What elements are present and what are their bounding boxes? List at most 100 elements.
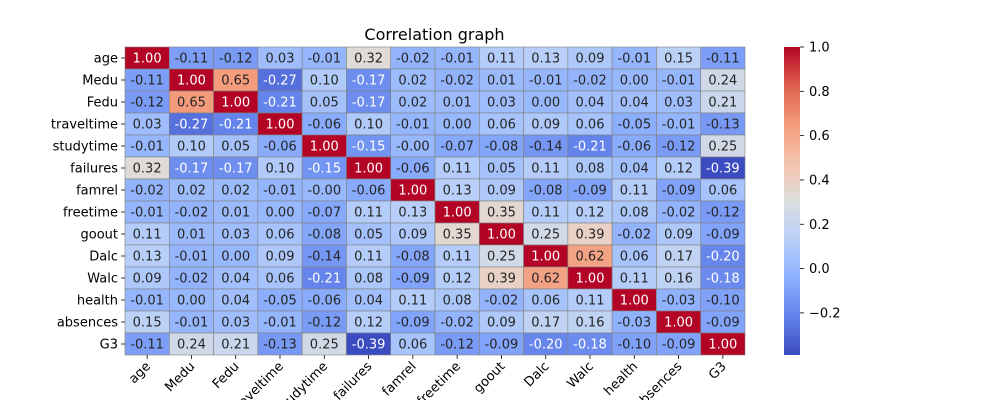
cell-value-label: -0.02	[662, 206, 696, 221]
x-tick-label: absences	[632, 359, 686, 400]
cell-value-label: -0.06	[396, 162, 430, 177]
cell-value-label: -0.21	[219, 118, 253, 133]
cell-value-label: 0.11	[576, 294, 605, 309]
cell-value-label: 0.12	[443, 272, 472, 287]
cell-value-label: 0.09	[576, 52, 605, 67]
cell-value-label: -0.39	[706, 162, 740, 177]
cell-value-label: -0.00	[396, 140, 430, 155]
cell-value-label: -0.01	[440, 52, 474, 67]
cell-value-label: 1.00	[487, 228, 516, 243]
cell-value-label: 0.62	[576, 250, 605, 265]
cell-value-label: -0.12	[706, 206, 740, 221]
cell-value-label: -0.08	[396, 250, 430, 265]
x-tick-label: health	[601, 359, 641, 399]
cell-value-label: 0.11	[443, 250, 472, 265]
y-tick-label: goout	[81, 228, 119, 243]
cell-value-label: -0.12	[130, 96, 164, 111]
colorbar-tick-label: 0.8	[809, 85, 830, 100]
cell-value-label: 0.02	[221, 184, 250, 199]
x-tick-label: Walc	[564, 359, 596, 391]
cell-value-label: 0.04	[354, 294, 383, 309]
cell-value-label: 0.06	[708, 184, 737, 199]
cell-value-label: 0.13	[133, 250, 162, 265]
cell-value-label: 1.00	[177, 74, 206, 89]
cell-value-label: -0.01	[175, 250, 209, 265]
cell-value-label: -0.27	[263, 74, 297, 89]
cell-value-label: 0.03	[487, 96, 516, 111]
cell-value-label: -0.10	[706, 294, 740, 309]
cell-value-label: 0.11	[620, 184, 649, 199]
x-tick-label: Medu	[162, 359, 198, 395]
cell-value-label: 0.01	[177, 228, 206, 243]
cell-value-label: -0.09	[706, 316, 740, 331]
cell-value-label: 0.00	[221, 250, 250, 265]
cell-value-label: 0.06	[531, 294, 560, 309]
cell-value-label: 0.62	[531, 272, 560, 287]
cell-value-label: 0.01	[221, 206, 250, 221]
cell-value-label: -0.08	[529, 184, 563, 199]
cell-value-label: -0.13	[706, 118, 740, 133]
cell-value-label: 0.13	[398, 206, 427, 221]
cell-value-label: 0.09	[398, 228, 427, 243]
cell-value-label: -0.05	[617, 118, 651, 133]
x-tick-label: famrel	[379, 359, 419, 399]
cell-value-label: 0.04	[221, 294, 250, 309]
cell-value-label: -0.09	[662, 338, 696, 353]
cell-value-label: 1.00	[708, 338, 737, 353]
cell-value-label: 0.15	[133, 316, 162, 331]
cell-value-label: 0.24	[708, 74, 737, 89]
cell-value-label: 0.12	[354, 316, 383, 331]
cell-value-label: 0.08	[576, 162, 605, 177]
cell-value-label: -0.02	[617, 228, 651, 243]
cell-value-label: -0.11	[130, 338, 164, 353]
cell-value-label: -0.20	[529, 338, 563, 353]
cell-value-label: 0.00	[620, 74, 649, 89]
cell-value-label: -0.09	[396, 272, 430, 287]
cell-value-label: -0.02	[573, 74, 607, 89]
cell-value-label: -0.08	[307, 228, 341, 243]
cell-value-label: 0.11	[133, 228, 162, 243]
cell-value-label: 0.32	[133, 162, 162, 177]
cell-value-label: -0.17	[219, 162, 253, 177]
cell-value-label: -0.01	[130, 206, 164, 221]
colorbar-tick-label: −0.2	[809, 306, 841, 321]
colorbar-gradient	[784, 47, 800, 355]
cell-value-label: 0.25	[487, 250, 516, 265]
cell-value-label: 0.05	[310, 96, 339, 111]
cell-value-label: -0.03	[662, 294, 696, 309]
cell-value-label: -0.03	[617, 316, 651, 331]
cell-value-label: -0.01	[617, 52, 651, 67]
cell-value-label: -0.11	[175, 52, 209, 67]
cell-value-label: 1.00	[221, 96, 250, 111]
cell-value-label: -0.02	[175, 272, 209, 287]
cell-value-label: 0.02	[398, 96, 427, 111]
y-tick-label: G3	[100, 338, 118, 353]
cell-value-label: 0.35	[443, 228, 472, 243]
cell-value-label: 1.00	[531, 250, 560, 265]
cell-value-label: -0.05	[263, 294, 297, 309]
cell-value-label: 0.11	[487, 52, 516, 67]
y-tick-label: freetime	[63, 206, 118, 221]
cell-value-label: -0.21	[573, 140, 607, 155]
cell-value-label: 0.25	[531, 228, 560, 243]
cell-value-label: -0.07	[307, 206, 341, 221]
cell-value-label: 0.25	[310, 338, 339, 353]
cell-value-label: -0.09	[706, 228, 740, 243]
cell-value-label: 0.08	[354, 272, 383, 287]
cell-value-label: -0.09	[396, 316, 430, 331]
cell-value-label: 0.05	[487, 162, 516, 177]
cell-value-label: -0.12	[662, 140, 696, 155]
cell-value-label: -0.02	[440, 316, 474, 331]
cell-value-label: 0.04	[221, 272, 250, 287]
cell-value-label: 0.04	[620, 162, 649, 177]
cell-value-label: 0.03	[266, 52, 295, 67]
colorbar: 1.0 0.8 0.6 0.4 0.2 0.0 −0.2	[784, 41, 841, 355]
cell-value-label: 0.09	[531, 118, 560, 133]
cell-value-label: 0.11	[531, 162, 560, 177]
cell-value-label: 0.12	[576, 206, 605, 221]
cell-value-label: -0.13	[263, 338, 297, 353]
cell-value-label: 0.00	[443, 118, 472, 133]
x-tick-label: goout	[471, 359, 508, 396]
cell-value-label: -0.02	[396, 52, 430, 67]
